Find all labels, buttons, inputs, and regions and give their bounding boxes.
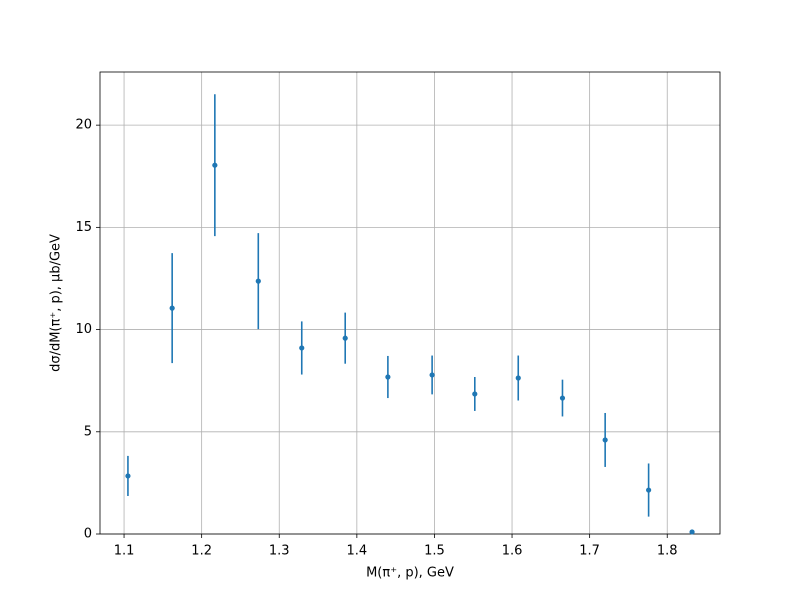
data-point [169,305,175,311]
data-point [299,345,305,351]
data-point [429,372,435,378]
y-tick-label: 15 [75,220,92,235]
data-point [255,278,261,284]
data-point [646,487,652,493]
x-tick-label: 1.4 [347,544,368,559]
plot-frame [99,71,721,535]
x-tick-label: 1.8 [657,544,678,559]
data-point [472,391,478,397]
data-point [385,374,391,380]
x-tick-label: 1.5 [424,544,445,559]
y-tick-label: 5 [84,424,92,439]
x-tick-label: 1.2 [191,544,212,559]
y-tick-label: 20 [75,118,92,133]
y-tick-label: 0 [84,527,92,542]
y-axis-label: dσ/dM(π⁺, p), μb/GeV [49,234,64,372]
data-point [689,529,695,535]
y-tick-label: 10 [75,322,92,337]
data-point [212,162,218,168]
data-point [515,375,521,381]
data-point [342,335,348,341]
data-point [559,395,566,401]
x-axis-label: M(π⁺, p), GeV [366,566,454,581]
data-point [125,473,131,479]
data-point [602,437,608,443]
x-tick-label: 1.3 [269,544,290,559]
x-tick-label: 1.1 [114,544,135,559]
x-tick-label: 1.7 [579,544,600,559]
x-tick-label: 1.6 [502,544,523,559]
